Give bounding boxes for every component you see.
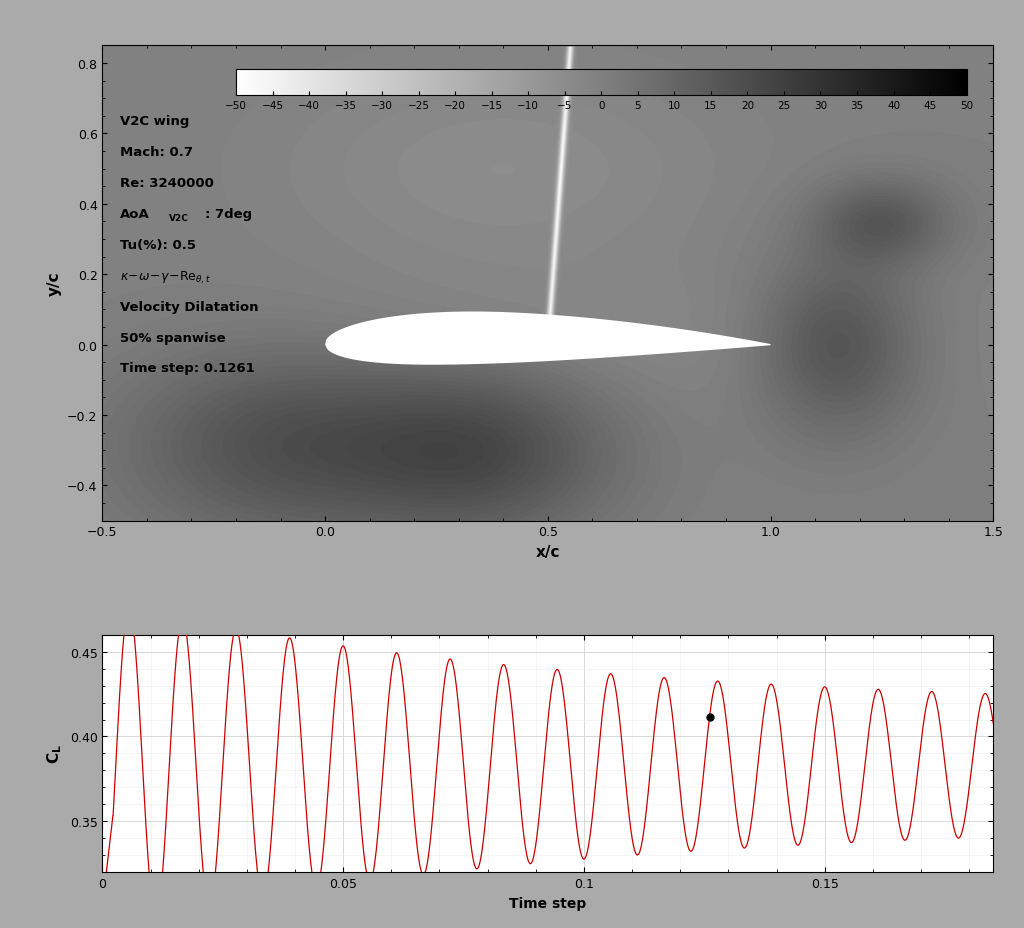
Text: : 7deg: : 7deg: [205, 208, 252, 221]
Text: $\kappa\!-\!\omega\!-\!\gamma\!-\!\mathrm{Re}_{\theta,t}$: $\kappa\!-\!\omega\!-\!\gamma\!-\!\mathr…: [120, 269, 211, 286]
Text: Time step: 0.1261: Time step: 0.1261: [120, 362, 255, 375]
Text: Tu(%): 0.5: Tu(%): 0.5: [120, 238, 197, 251]
Y-axis label: y/c: y/c: [47, 271, 61, 296]
Text: V2C wing: V2C wing: [120, 115, 189, 128]
Polygon shape: [326, 312, 771, 366]
Y-axis label: $\mathbf{C_L}$: $\mathbf{C_L}$: [45, 743, 65, 764]
Text: Re: 3240000: Re: 3240000: [120, 177, 214, 190]
Text: V2C: V2C: [169, 213, 189, 223]
Text: Mach: 0.7: Mach: 0.7: [120, 146, 194, 159]
Text: AoA: AoA: [120, 208, 150, 221]
X-axis label: Time step: Time step: [509, 896, 587, 909]
X-axis label: x/c: x/c: [536, 545, 560, 560]
Text: 50% spanwise: 50% spanwise: [120, 331, 226, 344]
Text: Velocity Dilatation: Velocity Dilatation: [120, 301, 259, 314]
